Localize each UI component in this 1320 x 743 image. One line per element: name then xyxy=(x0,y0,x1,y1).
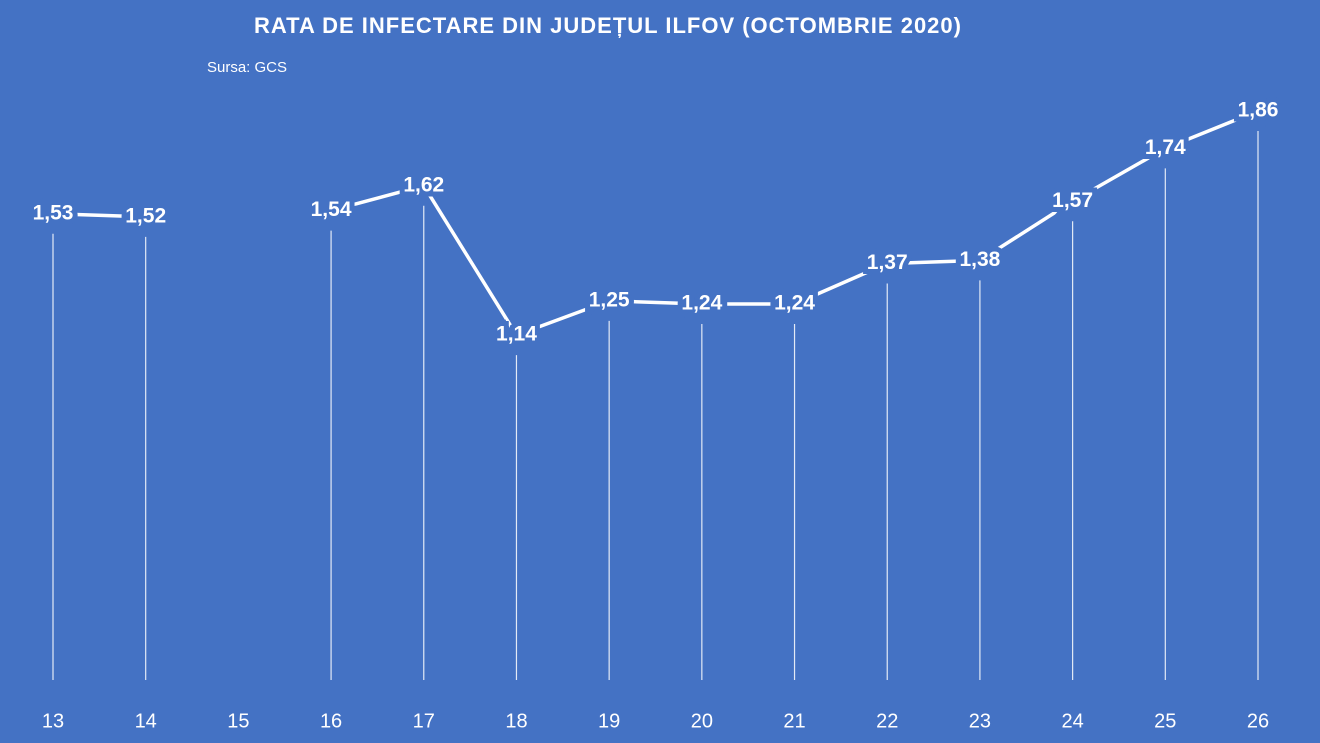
x-tick-label: 23 xyxy=(969,710,991,732)
chart-title: RATA DE INFECTARE DIN JUDEȚUL ILFOV (OCT… xyxy=(254,13,962,38)
data-label: 1,74 xyxy=(1145,136,1186,159)
x-tick-label: 13 xyxy=(42,710,64,732)
data-label: 1,38 xyxy=(959,248,1000,271)
data-label: 1,24 xyxy=(681,292,722,315)
x-tick-label: 26 xyxy=(1247,710,1269,732)
data-label: 1,54 xyxy=(311,198,352,221)
line xyxy=(52,211,146,219)
x-tick-label: 24 xyxy=(1061,710,1083,732)
data-label: 1,86 xyxy=(1238,99,1279,122)
x-tick-label: 16 xyxy=(320,710,342,732)
x-tick-label: 25 xyxy=(1154,710,1176,732)
line xyxy=(330,109,1259,337)
chart-subtitle: Sursa: GCS xyxy=(207,59,287,76)
x-tick-label: 18 xyxy=(505,710,527,732)
data-label: 1,14 xyxy=(496,323,537,346)
data-label: 1,57 xyxy=(1052,189,1093,212)
x-tick-label: 19 xyxy=(598,710,620,732)
data-label: 1,52 xyxy=(125,204,166,227)
x-tick-label: 21 xyxy=(783,710,805,732)
data-label: 1,24 xyxy=(774,292,815,315)
x-tick-label: 22 xyxy=(876,710,898,732)
x-tick-label: 17 xyxy=(413,710,435,732)
data-label: 1,62 xyxy=(403,173,444,196)
data-label: 1,37 xyxy=(867,251,908,274)
data-label: 1,53 xyxy=(33,201,74,224)
x-tick-label: 20 xyxy=(691,710,713,732)
data-label: 1,25 xyxy=(589,288,630,311)
x-tick-label: 15 xyxy=(227,710,249,732)
x-tick-label: 14 xyxy=(135,710,157,732)
